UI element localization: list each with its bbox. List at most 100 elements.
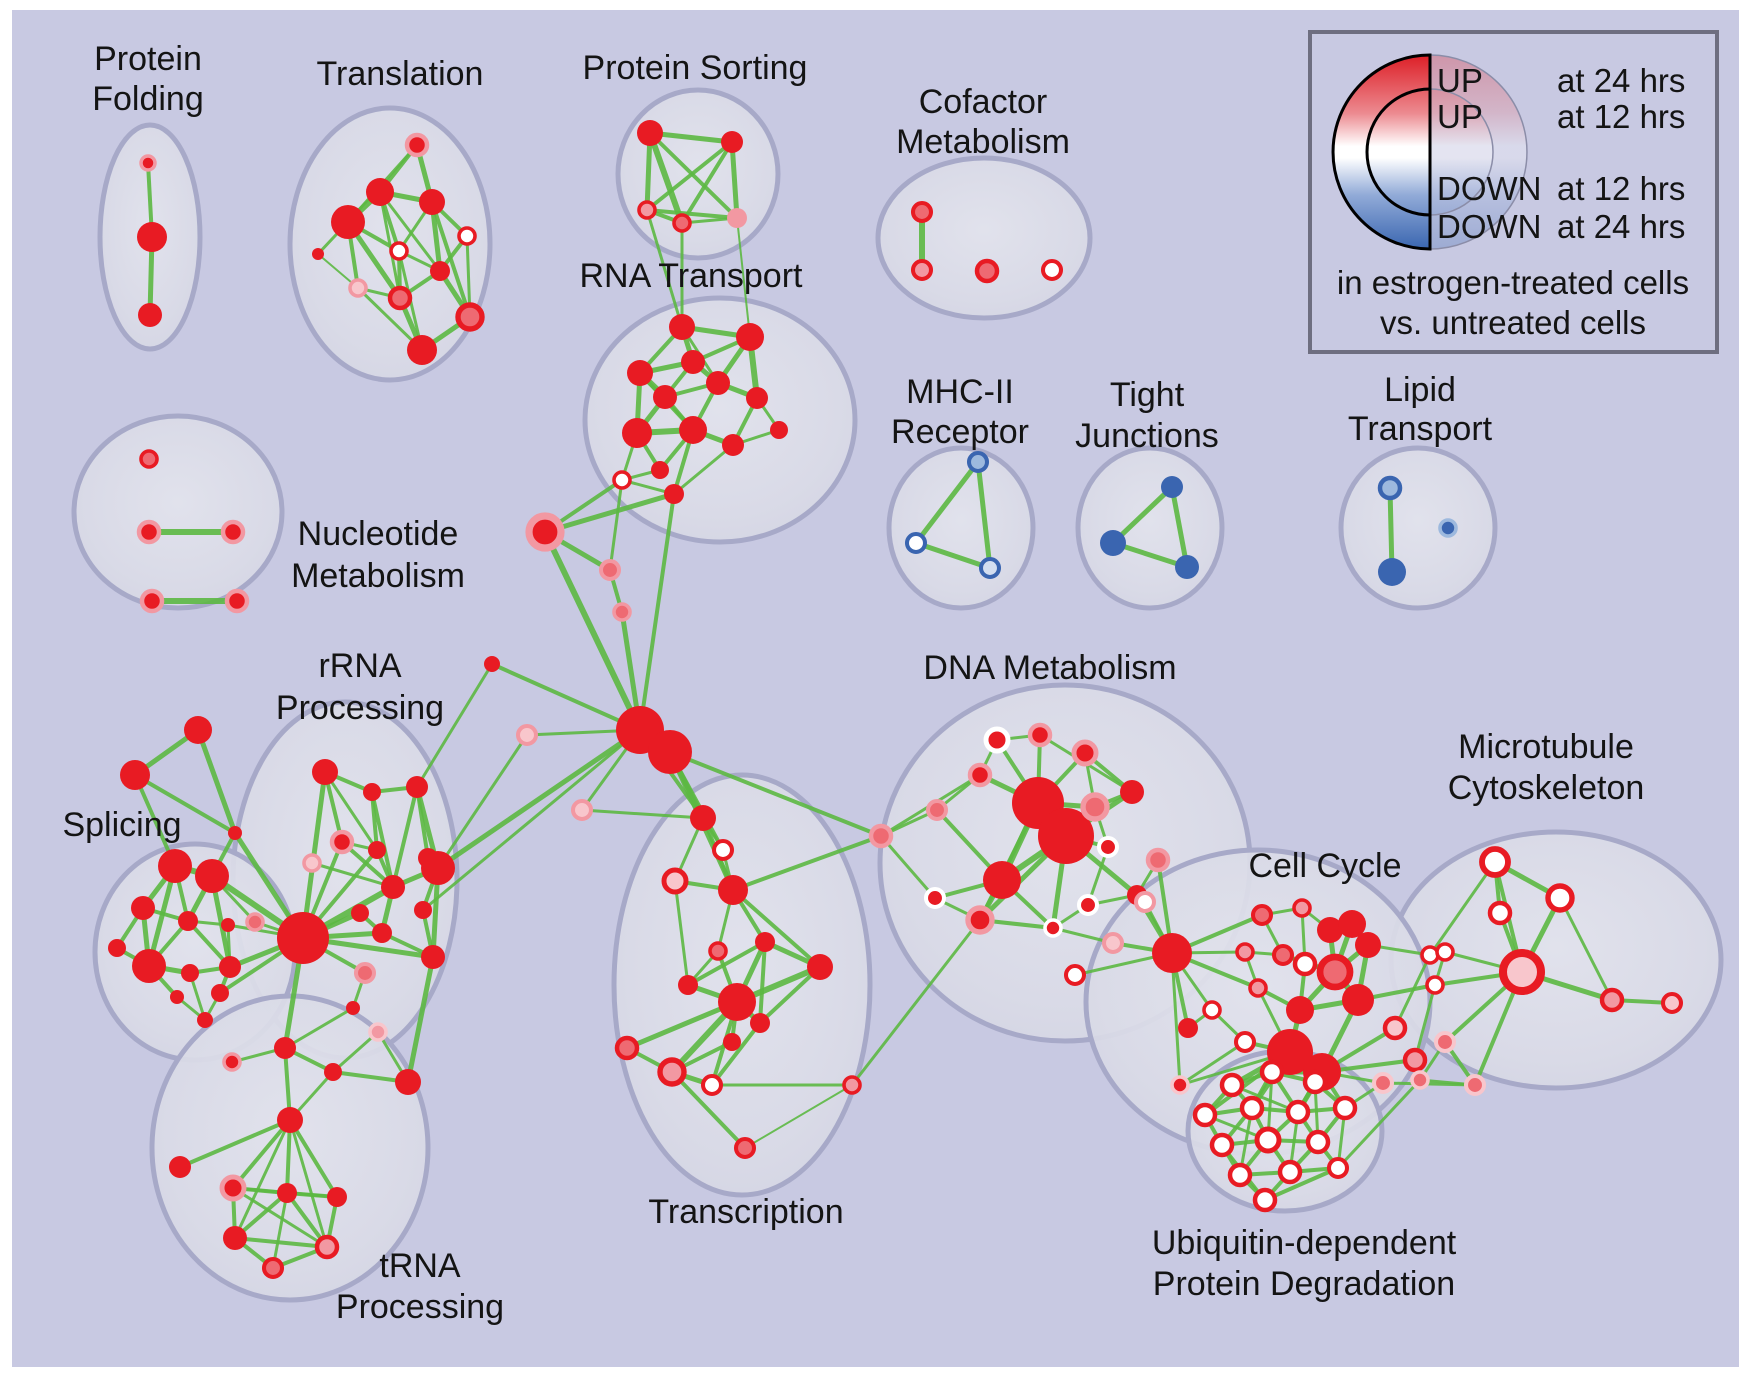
network-edge: [133, 773, 237, 835]
network-node-ps3: [637, 200, 657, 220]
network-node-dm5: [1120, 780, 1144, 804]
network-edge: [430, 200, 472, 319]
network-node-dm6: [925, 798, 949, 822]
network-node-tx14: [700, 1073, 724, 1097]
network-node-tl9: [387, 285, 413, 311]
network-node-sp10: [245, 912, 265, 932]
network-edge: [624, 999, 740, 1051]
network-node-cc11: [1342, 984, 1374, 1016]
network-node-rr6: [368, 841, 386, 859]
network-node-cc13: [1248, 978, 1268, 998]
network-node-dm23: [1063, 963, 1087, 987]
network-node-dm12: [1145, 847, 1171, 873]
legend-caption-line-1: vs. untreated cells: [1380, 304, 1646, 341]
cluster-label-trna-processing-line-0: tRNA: [379, 1247, 461, 1285]
legend-direction-label-0: UP: [1437, 62, 1483, 99]
network-node-dm8: [1038, 808, 1094, 864]
network-node-ps4: [672, 213, 692, 233]
network-node-cc7: [1317, 917, 1343, 943]
network-node-lt2: [1378, 558, 1406, 586]
network-node-th3: [327, 1187, 347, 1207]
network-node-tl5: [457, 226, 477, 246]
network-node-mt7: [1660, 991, 1684, 1015]
network-node-pf2: [137, 222, 167, 252]
network-edge: [331, 1030, 380, 1074]
network-node-ps2: [721, 131, 743, 153]
network-node-tl3: [419, 189, 445, 215]
network-edge: [370, 790, 395, 889]
network-edge: [1178, 1040, 1247, 1087]
network-node-ub9: [1254, 1126, 1282, 1154]
network-node-rr4: [329, 829, 355, 855]
network-edge: [758, 940, 767, 1025]
network-node-dm17: [1043, 918, 1063, 938]
network-edge: [271, 1191, 289, 1270]
network-edge: [686, 940, 767, 987]
network-node-rt3: [627, 360, 653, 386]
network-node-rr19: [222, 1052, 242, 1072]
network-edge: [680, 140, 734, 225]
cluster-label-trna-processing-line-1: Processing: [336, 1288, 504, 1326]
network-node-tx10: [750, 1013, 770, 1033]
network-edge: [913, 540, 993, 571]
network-edge: [710, 1021, 762, 1087]
network-edge: [638, 492, 676, 732]
network-node-rr11: [414, 901, 432, 919]
network-node-ub1: [1219, 1072, 1245, 1098]
network-node-cc12: [1286, 996, 1314, 1024]
network-node-st3: [228, 826, 242, 840]
network-node-cn3: [570, 798, 594, 822]
cluster-ellipse-nucleotide-metabolism: [71, 413, 285, 611]
network-node-sp3: [131, 896, 155, 920]
network-edge: [1413, 983, 1437, 1062]
legend-time-label-2: at 12 hrs: [1557, 170, 1685, 207]
network-node-cf1: [910, 200, 934, 224]
network-edge: [758, 965, 822, 1025]
network-edge: [647, 130, 735, 145]
network-node-cn1: [484, 656, 500, 672]
network-node-cc18: [1382, 1015, 1408, 1041]
network-node-th5: [314, 1234, 340, 1260]
network-edge: [391, 785, 419, 889]
network-node-cn2: [515, 723, 539, 747]
network-node-cc6: [1292, 951, 1318, 977]
network-edge: [879, 834, 937, 900]
network-node-rt8: [622, 418, 652, 448]
cluster-label-ubiquitin-degradation-line-1: Protein Degradation: [1153, 1265, 1455, 1303]
network-node-tj3: [1175, 555, 1199, 579]
network-node-tx2: [711, 838, 735, 862]
cluster-label-protein-sorting-line-0: Protein Sorting: [583, 49, 808, 87]
network-node-rr12: [421, 851, 455, 885]
cluster-label-cofactor-metabolism-line-1: Metabolism: [896, 123, 1070, 161]
network-edge: [1387, 485, 1395, 575]
network-node-nm5: [224, 588, 250, 614]
network-node-sp13: [197, 1012, 213, 1028]
network-node-st2: [120, 760, 150, 790]
network-node-mt11: [1371, 1071, 1395, 1095]
network-edge: [1170, 951, 1182, 1087]
network-node-ub13: [1326, 1156, 1350, 1180]
network-node-rr7: [381, 875, 405, 899]
network-node-ch3: [525, 512, 565, 552]
network-node-tx16: [733, 1136, 757, 1160]
network-node-rt9: [679, 416, 707, 444]
network-edge: [1110, 484, 1175, 546]
cluster-label-transcription-line-0: Transcription: [648, 1193, 843, 1231]
network-node-rt12: [651, 461, 669, 479]
network-node-dm2: [1027, 722, 1053, 748]
network-node-mt1: [1479, 846, 1511, 878]
network-node-ub3: [1302, 1069, 1328, 1095]
network-node-cc9: [1355, 932, 1381, 958]
network-node-ch7: [612, 602, 632, 622]
cluster-label-nucleotide-metabolism-line-0: Nucleotide: [298, 515, 459, 553]
network-node-mt10: [1463, 1073, 1487, 1097]
network-node-tl6: [389, 241, 409, 261]
network-node-ch4: [598, 558, 622, 582]
cluster-label-microtubule-cytoskeleton-line-1: Cytoskeleton: [1448, 769, 1645, 807]
network-node-ub5: [1239, 1095, 1265, 1121]
network-node-tx8: [807, 954, 833, 980]
network-node-mh1: [966, 450, 990, 474]
network-node-tx9: [718, 983, 756, 1021]
network-node-rr18: [274, 1037, 296, 1059]
